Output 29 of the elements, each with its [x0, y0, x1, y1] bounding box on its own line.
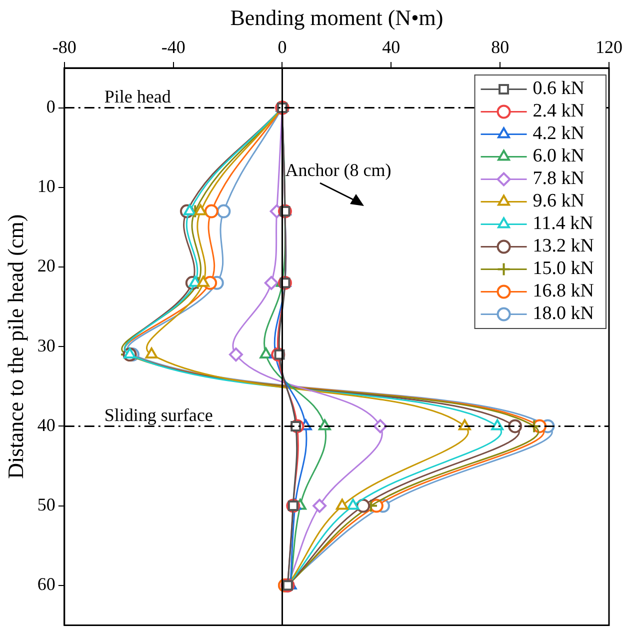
annotation: Anchor (8 cm) — [285, 160, 392, 180]
x-tick-label: -80 — [52, 36, 76, 57]
x-tick-label: -40 — [161, 36, 186, 57]
legend-label: 15.0 kN — [532, 258, 594, 280]
legend-label: 13.2 kN — [532, 236, 594, 257]
ref-line-label: Pile head — [104, 86, 171, 107]
legend-label: 16.8 kN — [532, 280, 594, 302]
x-tick-label: 0 — [278, 36, 287, 57]
y-tick-label: 10 — [37, 176, 56, 196]
x-tick-label: 40 — [382, 36, 400, 57]
legend-label: 0.6 kN — [532, 78, 585, 100]
ref-line-label: Sliding surface — [104, 404, 213, 425]
legend-label: 9.6 kN — [532, 190, 585, 212]
legend-label: 2.4 kN — [532, 100, 585, 122]
x-tick-label: 80 — [491, 36, 510, 57]
y-tick-label: 30 — [37, 335, 56, 356]
legend-label: 18.0 kN — [532, 303, 594, 324]
y-tick-label: 20 — [37, 256, 56, 276]
legend-label: 11.4 kN — [532, 213, 594, 234]
y-tick-label: 50 — [37, 494, 56, 515]
y-axis-title: Distance to the pile head (cm) — [2, 214, 28, 479]
legend-label: 7.8 kN — [532, 168, 585, 190]
legend-label: 6.0 kN — [532, 146, 585, 167]
y-tick-label: 0 — [46, 96, 56, 117]
y-tick-label: 40 — [37, 414, 56, 435]
y-tick-label: 60 — [37, 574, 56, 594]
legend-label: 4.2 kN — [532, 123, 585, 144]
x-tick-label: 120 — [596, 36, 622, 57]
x-axis-title: Bending moment (N•m) — [230, 4, 444, 30]
